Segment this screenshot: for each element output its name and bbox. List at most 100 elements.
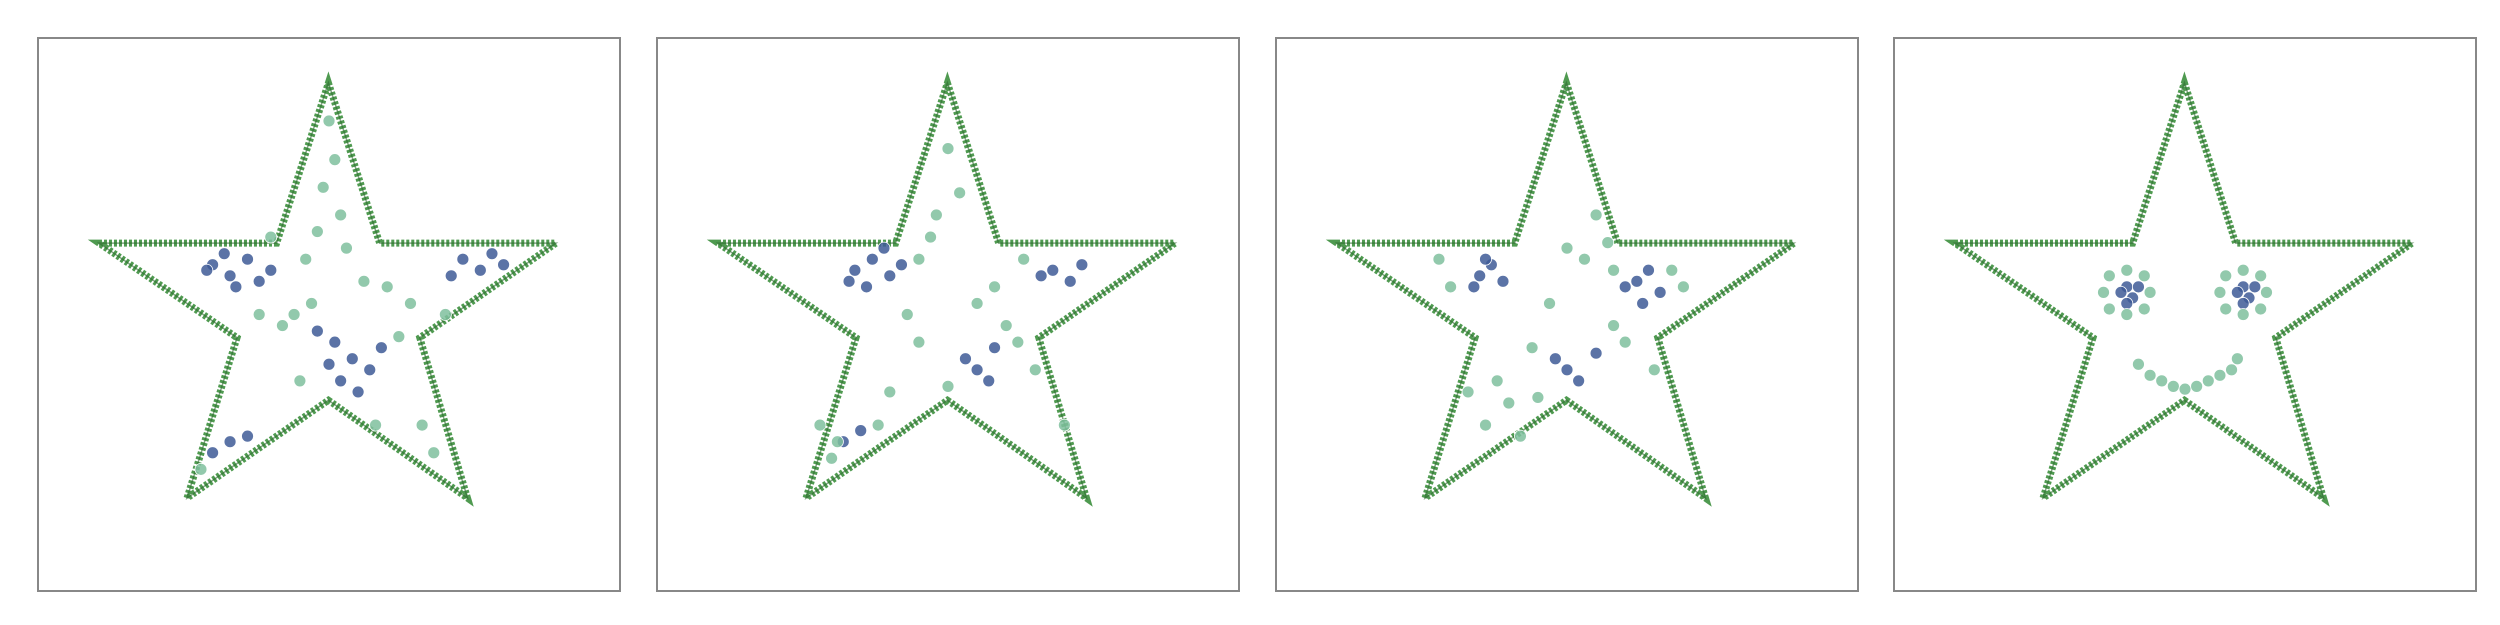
- point: [223, 269, 237, 283]
- point: [2254, 269, 2268, 283]
- point: [1028, 363, 1042, 377]
- point: [206, 446, 220, 460]
- panel: [1893, 37, 2477, 592]
- point: [848, 263, 862, 277]
- point: [1467, 280, 1481, 294]
- panel: [1275, 37, 1859, 592]
- point: [456, 252, 470, 266]
- point: [1514, 429, 1527, 443]
- point: [2236, 297, 2250, 310]
- point: [2120, 297, 2134, 310]
- point: [444, 269, 458, 283]
- point: [970, 363, 984, 377]
- point: [334, 374, 348, 388]
- point: [924, 230, 937, 244]
- point: [860, 280, 873, 294]
- point: [854, 424, 868, 438]
- point: [1665, 263, 1679, 277]
- point: [252, 308, 266, 321]
- point: [2102, 302, 2116, 316]
- point: [1034, 269, 1048, 283]
- point: [2260, 285, 2273, 299]
- point: [1677, 280, 1690, 294]
- point: [1607, 263, 1620, 277]
- point: [2143, 368, 2157, 382]
- panel: [37, 37, 621, 592]
- point: [1479, 252, 1492, 266]
- point: [912, 252, 926, 266]
- point: [369, 418, 382, 432]
- star-outline-core: [1334, 80, 1797, 500]
- point: [1444, 280, 1457, 294]
- point: [1636, 297, 1650, 310]
- point: [1461, 385, 1475, 399]
- point: [241, 252, 254, 266]
- point: [2248, 280, 2262, 294]
- point: [2155, 374, 2169, 388]
- point: [1589, 208, 1603, 222]
- point: [1618, 280, 1632, 294]
- point: [305, 297, 318, 310]
- point: [351, 385, 365, 399]
- point: [2102, 269, 2116, 283]
- point: [2166, 379, 2180, 393]
- panel-frame: [656, 37, 1240, 592]
- point: [1589, 346, 1603, 360]
- point: [982, 374, 996, 388]
- point: [438, 308, 452, 321]
- point: [2230, 352, 2244, 366]
- point: [1017, 252, 1031, 266]
- point: [1525, 341, 1539, 355]
- point: [223, 435, 237, 449]
- point: [877, 241, 891, 255]
- point: [1473, 269, 1487, 283]
- point: [2219, 269, 2233, 283]
- point: [363, 363, 377, 377]
- point: [404, 297, 417, 310]
- point: [999, 319, 1013, 332]
- point: [2254, 302, 2268, 316]
- point: [328, 335, 342, 349]
- point: [1653, 285, 1667, 299]
- point: [1560, 363, 1574, 377]
- point: [2230, 285, 2244, 299]
- point: [287, 308, 301, 321]
- point: [2225, 363, 2238, 377]
- point: [2236, 308, 2250, 321]
- point: [1046, 263, 1060, 277]
- point: [871, 418, 885, 432]
- point: [322, 114, 336, 128]
- point: [473, 263, 487, 277]
- point: [380, 280, 394, 294]
- point: [813, 418, 827, 432]
- point: [2178, 382, 2192, 396]
- point: [1075, 258, 1089, 272]
- point: [2190, 379, 2204, 393]
- point: [299, 252, 313, 266]
- point: [276, 319, 289, 332]
- point: [252, 274, 266, 288]
- point: [970, 297, 984, 310]
- point: [1490, 374, 1504, 388]
- point: [345, 352, 359, 366]
- panel-frame: [1275, 37, 1859, 592]
- point: [2213, 368, 2227, 382]
- point: [2137, 269, 2151, 283]
- point: [1531, 391, 1545, 404]
- point: [264, 230, 278, 244]
- point: [392, 330, 406, 344]
- point: [374, 341, 388, 355]
- point: [929, 208, 943, 222]
- panel-frame: [1893, 37, 2477, 592]
- point: [883, 269, 897, 283]
- point: [1572, 374, 1586, 388]
- point: [2114, 285, 2128, 299]
- point: [200, 263, 214, 277]
- point: [912, 335, 926, 349]
- panel: [656, 37, 1240, 592]
- point: [2137, 302, 2151, 316]
- point: [2097, 285, 2110, 299]
- point: [831, 435, 844, 449]
- point: [1063, 274, 1077, 288]
